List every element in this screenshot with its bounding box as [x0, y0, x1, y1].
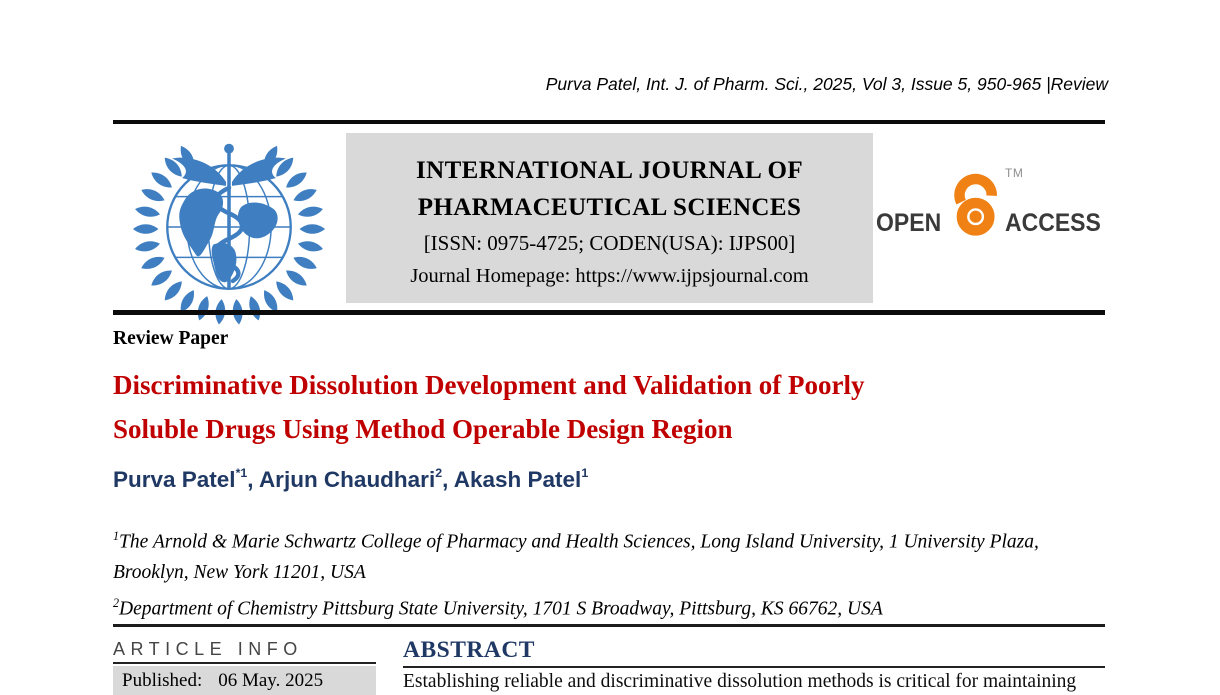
top-rule	[113, 120, 1105, 124]
issn-coden-line: [ISSN: 0975-4725; CODEN(USA): IJPS00]	[423, 231, 796, 255]
section-divider-rule	[113, 624, 1105, 627]
author-1-affiliation-mark: *1	[235, 465, 248, 480]
affiliations: 1The Arnold & Marie Schwartz College of …	[113, 521, 1113, 624]
author-1: Purva Patel*1,	[113, 465, 259, 492]
who-caduceus-globe-icon	[132, 143, 326, 326]
abstract-heading: ABSTRACT	[403, 637, 535, 663]
affiliation-2: 2Department of Chemistry Pittsburg State…	[113, 595, 883, 620]
article-type-label: Review Paper	[113, 328, 229, 349]
masthead-bottom-rule	[113, 310, 1105, 315]
open-access-logo: OPEN ACCESS TM	[876, 160, 1110, 244]
open-access-open-label: OPEN	[876, 209, 942, 237]
published-row: Published: 06 May. 2025	[113, 666, 376, 695]
caduceus	[172, 143, 286, 288]
author-3: Akash Patel1	[453, 465, 589, 492]
article-info-heading: ARTICLE INFO	[113, 639, 303, 659]
abstract-underline	[403, 666, 1105, 668]
article-title-line2: Soluble Drugs Using Method Operable Desi…	[113, 413, 733, 444]
affiliation-1: 1The Arnold & Marie Schwartz College of …	[113, 529, 1039, 583]
masthead-box: INTERNATIONAL JOURNAL OF PHARMACEUTICAL …	[346, 133, 873, 303]
trademark-label: TM	[1005, 166, 1024, 180]
article-info-underline	[113, 662, 376, 664]
journal-title-line2: PHARMACEUTICAL SCIENCES	[417, 194, 802, 221]
authors-line: Purva Patel*1, Arjun Chaudhari2, Akash P…	[113, 465, 589, 493]
published-label: Published:	[122, 670, 203, 691]
open-lock-icon	[954, 173, 997, 236]
homepage-url[interactable]: Journal Homepage: https://www.ijpsjourna…	[410, 265, 809, 287]
running-head: Purva Patel, Int. J. of Pharm. Sci., 202…	[545, 74, 1108, 94]
open-access-access-label: ACCESS	[1004, 209, 1101, 237]
journal-logo-icon	[127, 131, 331, 327]
published-date: 06 May. 2025	[218, 670, 324, 691]
journal-title-line1: INTERNATIONAL JOURNAL OF	[416, 157, 803, 184]
author-2: Arjun Chaudhari2,	[258, 465, 454, 492]
article-title: Discriminative Dissolution Development a…	[113, 364, 1118, 451]
abstract-text: Establishing reliable and discriminative…	[403, 671, 1077, 692]
article-title-line1: Discriminative Dissolution Development a…	[113, 370, 865, 400]
author-2-affiliation-mark: 2	[435, 465, 443, 480]
author-3-affiliation-mark: 1	[581, 465, 589, 480]
